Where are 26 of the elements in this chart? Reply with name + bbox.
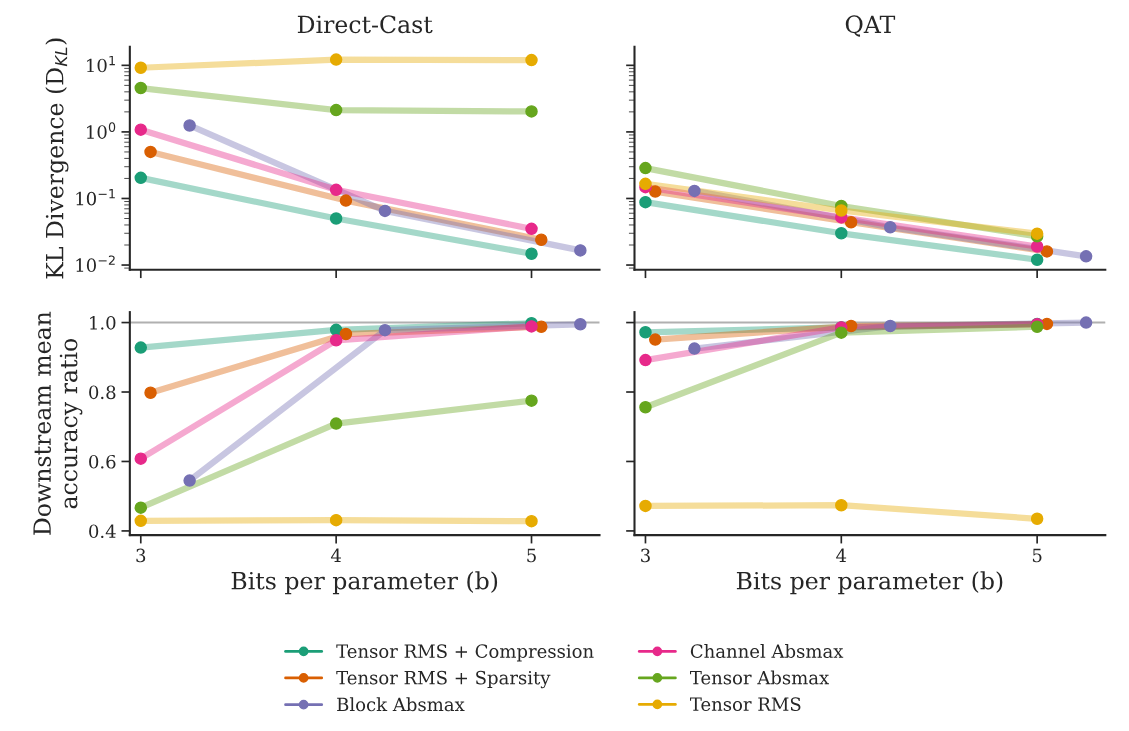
x-axis-title: Bits per parameter (b) xyxy=(231,571,498,595)
legend-label: Channel Absmax xyxy=(690,644,844,658)
legend-label: Tensor RMS + Sparsity xyxy=(336,670,551,689)
chart-title: QAT xyxy=(845,15,896,37)
x-tick-label: 4 xyxy=(330,548,341,563)
x-tick-label: 5 xyxy=(527,548,536,563)
y-tick-label: 1.0 xyxy=(90,316,116,330)
x-tick-label: 5 xyxy=(1032,548,1042,563)
y-axis-title: Downstream mean accuracy ratio xyxy=(33,311,83,535)
chart-title: Direct-Cast xyxy=(297,15,433,34)
y-tick-label: 0.6 xyxy=(89,454,116,469)
y-tick-label: 0.4 xyxy=(89,524,116,539)
y-tick-label: 10$^{−2}$ xyxy=(76,255,115,273)
legend-label: Tensor RMS xyxy=(690,697,801,711)
y-tick-label: 10$^{1}$ xyxy=(87,55,115,73)
legend-label: Tensor Absmax xyxy=(690,670,829,685)
x-tick-label: 3 xyxy=(641,548,650,563)
x-tick-label: 4 xyxy=(836,548,847,563)
x-axis-title: Bits per parameter (b) xyxy=(736,571,1003,595)
x-tick-label: 3 xyxy=(136,548,146,563)
y-tick-label: 10$^{0}$ xyxy=(87,122,116,139)
y-tick-label: 0.8 xyxy=(89,385,116,400)
y-tick-label: 10$^{−1}$ xyxy=(76,189,115,206)
legend-label: Tensor RMS + Compression xyxy=(336,644,594,662)
y-axis-title: KL Divergence (D$_{KL}$) xyxy=(45,38,69,279)
legend-label: Block Absmax xyxy=(337,697,465,712)
